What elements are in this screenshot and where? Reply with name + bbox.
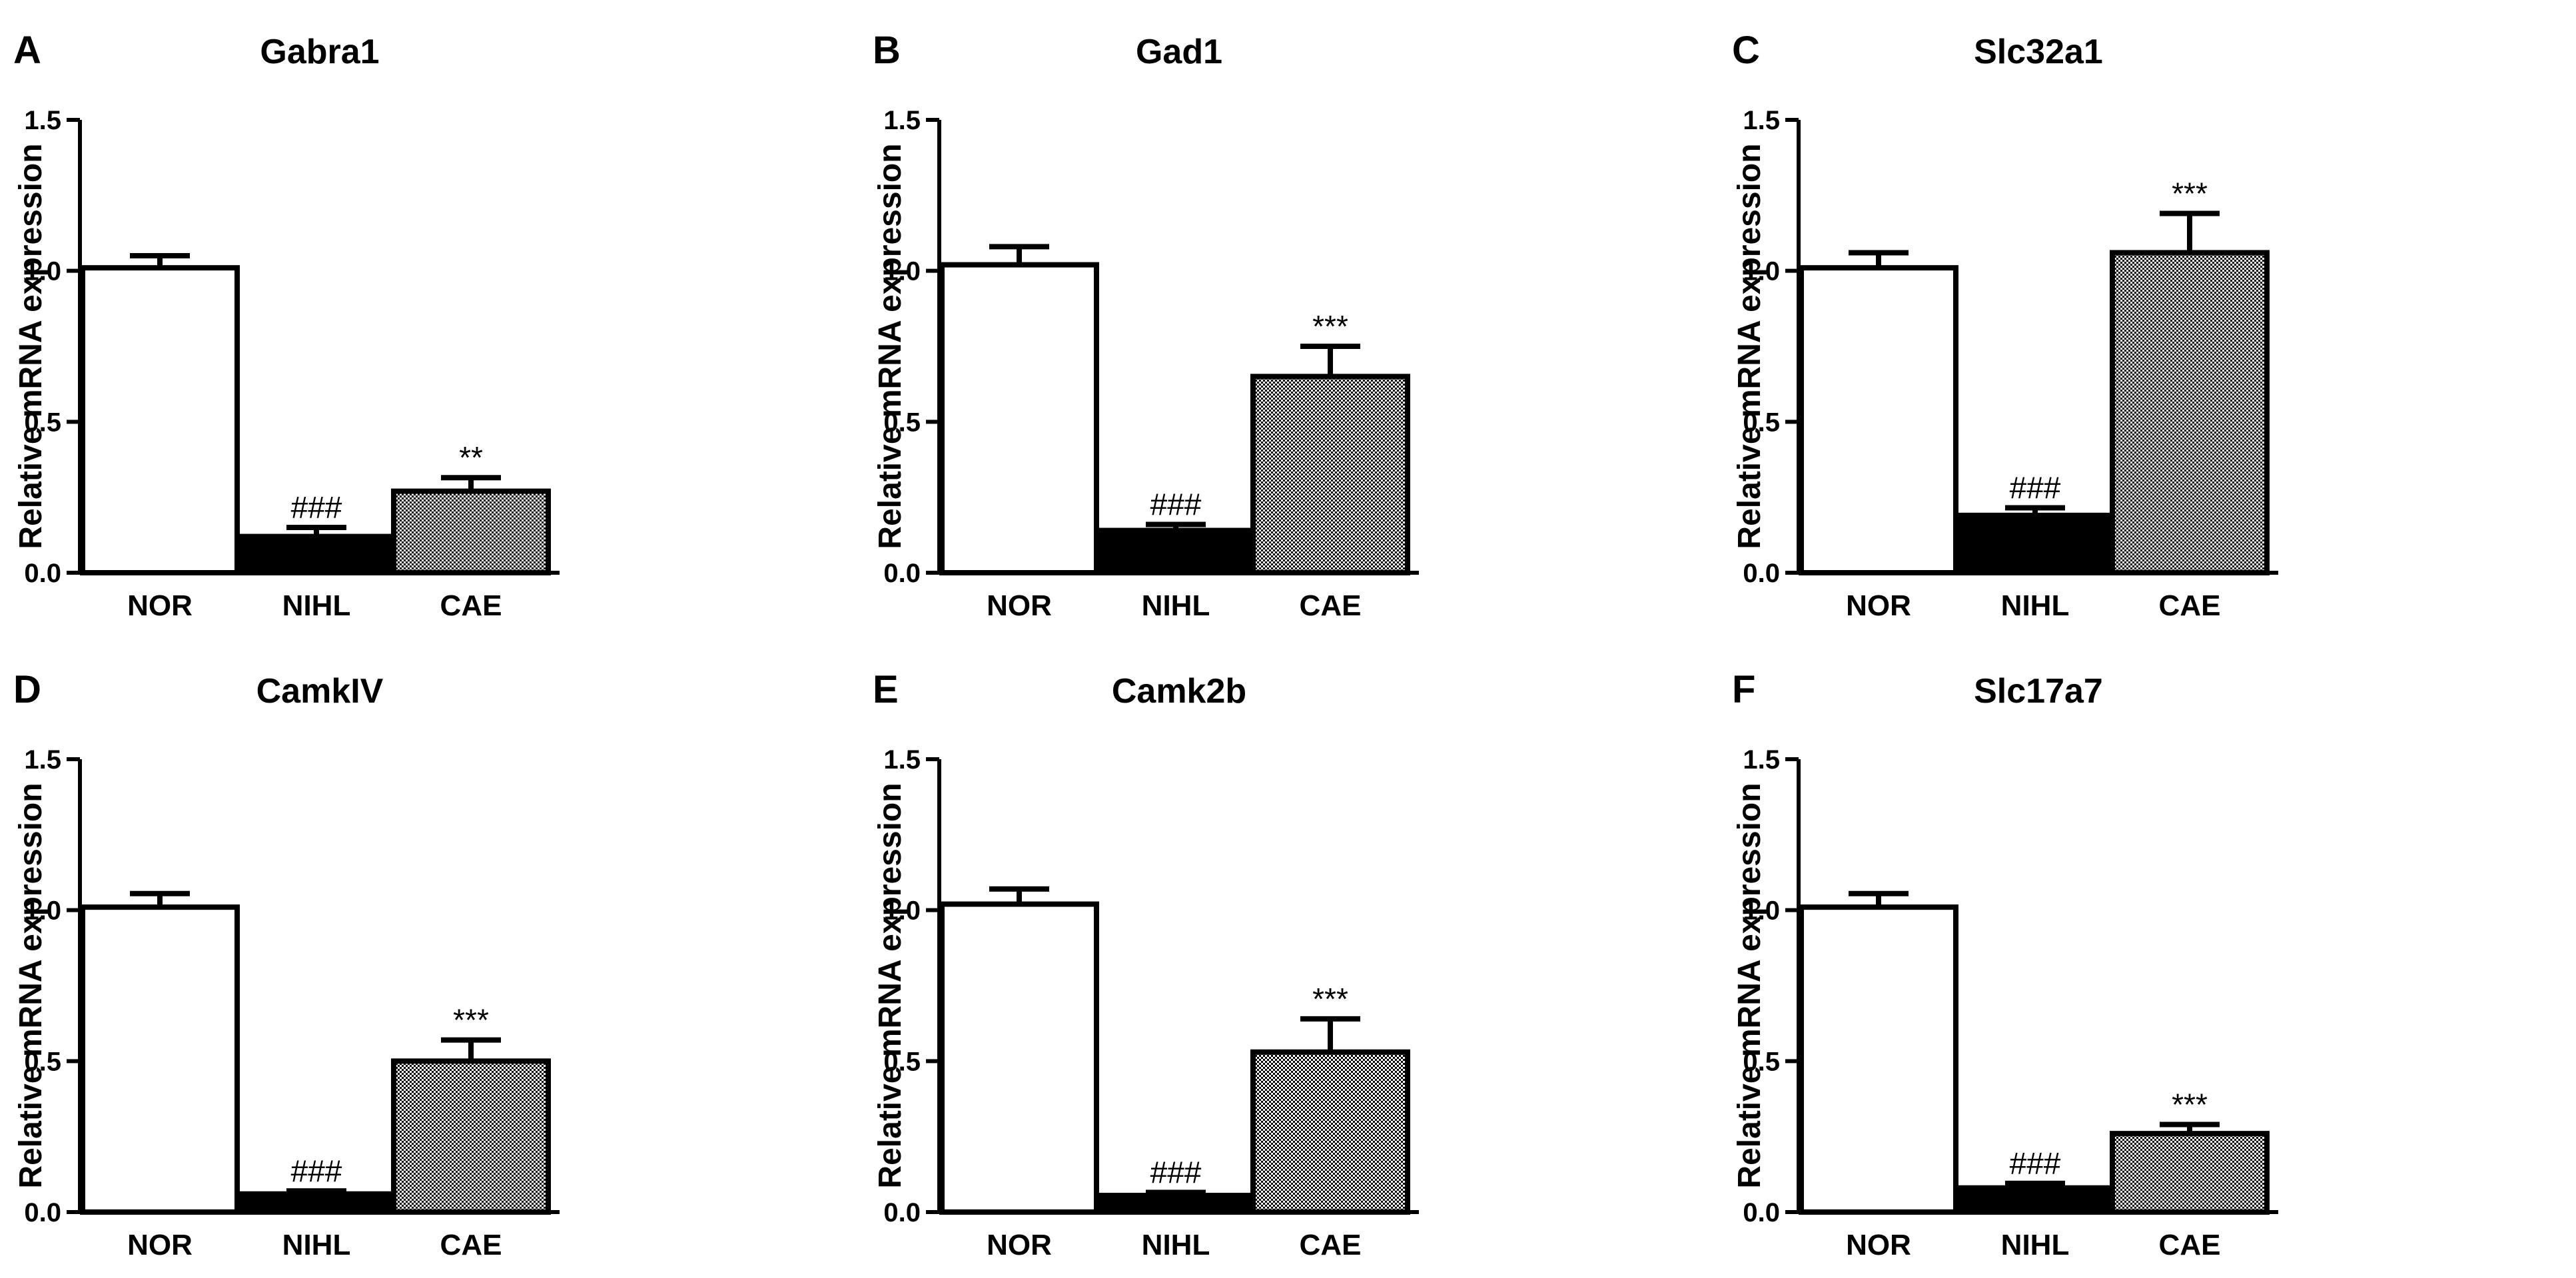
panel-a-y-tick-label: 0.0	[24, 559, 61, 588]
panel-e-letter: E	[873, 668, 899, 711]
panel-b-x-label-nihl: NIHL	[1142, 589, 1210, 622]
panel-f-y-tick-label: 1.5	[1743, 745, 1780, 775]
panel-e-y-tick-label: 0.5	[883, 1047, 921, 1076]
panel-d-y-axis-label: Relative mRNA expression	[13, 783, 49, 1188]
panel-d-nihl-significance: ###	[291, 1153, 342, 1188]
panel-e-bar-nihl	[1096, 1193, 1256, 1215]
panel-a-bar-cae	[391, 488, 551, 575]
panel-c-title: Slc32a1	[1974, 33, 2103, 71]
panel-f-y-tick-label: 0.5	[1743, 1047, 1780, 1076]
panel-f-y-tick-label: 0.0	[1743, 1198, 1780, 1227]
panels: A Gabra1 Relative mRNA expression 0.0 0.5 1.0…	[13, 29, 2278, 1261]
panel-a-bar-nor	[80, 265, 240, 575]
panel-c-letter: C	[1732, 29, 1760, 72]
panel-e-nihl-significance: ###	[1150, 1155, 1202, 1190]
panel-d-bar-nor	[80, 904, 240, 1215]
panel-b: B Gad1 Relative mRNA expression 0.0 0.5 1.0 1.…	[873, 29, 1419, 622]
panel-d-y-tick-label: 0.0	[24, 1198, 61, 1227]
panel-f-title: Slc17a7	[1974, 672, 2103, 711]
panel-c-y-tick-label: 1.5	[1743, 106, 1780, 135]
panel-b-bar-nor	[939, 262, 1099, 575]
panel-c-bar-nihl	[1955, 512, 2115, 575]
panel-d-x-label-nihl: NIHL	[282, 1229, 351, 1261]
panel-f-bar-nor	[1799, 904, 1958, 1215]
panel-e-x-label-nor: NOR	[987, 1229, 1052, 1261]
panel-f-bar-cae	[2110, 1131, 2270, 1215]
panel-e-title: Camk2b	[1112, 672, 1246, 711]
panel-d-y-tick-label: 1.5	[24, 745, 61, 775]
panel-a: A Gabra1 Relative mRNA expression 0.0 0.5 1.0…	[13, 29, 560, 622]
panel-c-x-label-nihl: NIHL	[2001, 589, 2070, 622]
panel-e-cae-significance: ***	[1312, 982, 1348, 1016]
panel-e-bar-nor	[939, 901, 1099, 1215]
panel-b-bar-cae	[1250, 374, 1410, 575]
panel-d-x-label-nor: NOR	[127, 1229, 193, 1261]
panel-a-x-label-cae: CAE	[440, 589, 502, 622]
panel-d-x-label-cae: CAE	[440, 1229, 502, 1261]
panel-b-y-tick-label: 0.5	[883, 408, 921, 437]
panel-e-y-tick-label: 0.0	[883, 1198, 921, 1227]
panel-e-x-label-cae: CAE	[1300, 1229, 1362, 1261]
panel-a-y-tick-label: 0.5	[24, 408, 61, 437]
panel-d-bar-nihl	[236, 1191, 396, 1215]
panel-b-y-tick-label: 1.5	[883, 106, 921, 135]
panel-c-x-label-nor: NOR	[1846, 589, 1911, 622]
panel-f-y-axis-label: Relative mRNA expression	[1732, 783, 1767, 1188]
panel-a-x-label-nihl: NIHL	[282, 589, 351, 622]
panel-b-y-axis-label: Relative mRNA expression	[873, 143, 908, 549]
panel-f-letter: F	[1732, 668, 1755, 711]
panel-c: C Slc32a1 Relative mRNA expression 0.0 0.5 1.…	[1732, 29, 2278, 622]
panel-b-y-tick-label: 1.0	[883, 257, 921, 286]
panel-c-bar-cae	[2110, 250, 2270, 575]
panel-f-x-label-nihl: NIHL	[2001, 1229, 2070, 1261]
panel-c-y-axis-label: Relative mRNA expression	[1732, 143, 1767, 549]
panel-d-letter: D	[13, 668, 41, 711]
panel-e-x-label-nihl: NIHL	[1142, 1229, 1210, 1261]
panel-b-cae-significance: ***	[1312, 309, 1348, 344]
panel-d-y-tick-label: 0.5	[24, 1047, 61, 1076]
panel-b-letter: B	[873, 29, 901, 72]
panel-f-y-tick-label: 1.0	[1743, 896, 1780, 926]
panel-e-y-tick-label: 1.0	[883, 896, 921, 926]
panel-c-y-tick-label: 0.5	[1743, 408, 1780, 437]
panel-a-y-axis-label: Relative mRNA expression	[13, 143, 49, 549]
panel-d-cae-significance: ***	[453, 1003, 489, 1038]
panel-d-bar-cae	[391, 1058, 551, 1215]
panel-c-cae-significance: ***	[2172, 176, 2208, 211]
panel-b-x-label-nor: NOR	[987, 589, 1052, 622]
panel-b-x-label-cae: CAE	[1300, 589, 1362, 622]
panel-f: F Slc17a7 Relative mRNA expression 0.0 0.5 1.…	[1732, 668, 2278, 1261]
panel-a-cae-significance: **	[459, 440, 483, 475]
panel-b-nihl-significance: ###	[1150, 487, 1202, 521]
panel-e-bar-cae	[1250, 1049, 1410, 1215]
panel-d: D CamkIV Relative mRNA expression 0.0 0.5 1.0…	[13, 668, 560, 1261]
panel-c-x-label-cae: CAE	[2159, 589, 2221, 622]
panel-c-bar-nor	[1799, 265, 1958, 575]
panel-a-nihl-significance: ###	[291, 490, 342, 525]
panel-c-y-tick-label: 0.0	[1743, 559, 1780, 588]
panel-d-y-tick-label: 1.0	[24, 896, 61, 926]
panel-a-x-label-nor: NOR	[127, 589, 193, 622]
panel-b-title: Gad1	[1136, 33, 1222, 71]
panel-a-letter: A	[13, 29, 41, 72]
panel-f-nihl-significance: ###	[2010, 1146, 2061, 1181]
panel-a-bar-nihl	[236, 533, 396, 575]
panel-a-y-tick-label: 1.5	[24, 106, 61, 135]
panel-f-cae-significance: ***	[2172, 1088, 2208, 1122]
panel-b-y-tick-label: 0.0	[883, 559, 921, 588]
panel-e-y-tick-label: 1.5	[883, 745, 921, 775]
panel-e: E Camk2b Relative mRNA expression 0.0 0.5 1.0…	[873, 668, 1419, 1261]
panel-c-nihl-significance: ###	[2010, 471, 2061, 505]
panel-e-y-axis-label: Relative mRNA expression	[873, 783, 908, 1188]
panel-a-title: Gabra1	[260, 33, 379, 71]
panel-c-y-tick-label: 1.0	[1743, 257, 1780, 286]
panel-a-y-tick-label: 1.0	[24, 257, 61, 286]
panel-b-bar-nihl	[1096, 527, 1256, 575]
panel-f-x-label-cae: CAE	[2159, 1229, 2221, 1261]
panel-f-bar-nihl	[1955, 1185, 2115, 1215]
panel-f-x-label-nor: NOR	[1846, 1229, 1911, 1261]
panel-d-title: CamkIV	[256, 672, 384, 711]
